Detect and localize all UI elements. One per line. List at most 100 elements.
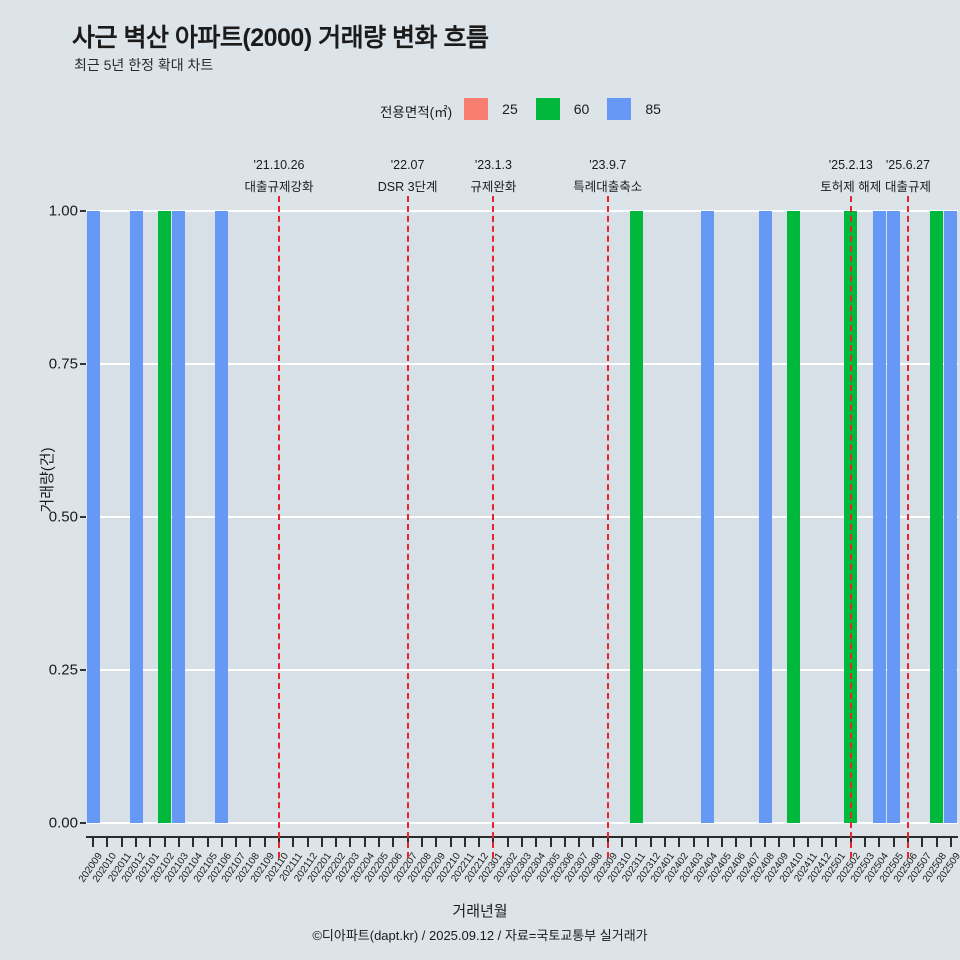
event-description: 특례대출축소 bbox=[573, 180, 643, 194]
event-label: '25.6.27 대출규제 bbox=[885, 158, 931, 195]
legend-items: 25 60 85 bbox=[464, 98, 679, 123]
x-tick-mark bbox=[192, 838, 195, 847]
x-tick-mark bbox=[692, 838, 695, 847]
x-tick-mark bbox=[106, 838, 109, 847]
gridline bbox=[86, 669, 958, 671]
x-tick-mark bbox=[235, 838, 238, 847]
event-line bbox=[849, 196, 852, 858]
event-label: '23.9.7 특례대출축소 bbox=[573, 158, 642, 195]
bar[interactable] bbox=[872, 211, 886, 823]
x-tick-mark bbox=[92, 838, 95, 847]
x-tick-mark bbox=[678, 838, 681, 847]
x-tick-mark bbox=[120, 838, 123, 847]
x-tick-mark bbox=[578, 838, 581, 847]
y-axis-title: 거래량(건) bbox=[39, 447, 57, 513]
bar[interactable] bbox=[629, 211, 643, 823]
bar[interactable] bbox=[930, 211, 944, 823]
legend-label: 60 bbox=[573, 101, 590, 117]
x-tick-mark bbox=[806, 838, 809, 847]
y-tick-label: 0.25 bbox=[48, 661, 78, 679]
event-line bbox=[606, 196, 609, 858]
event-description: 대출규제강화 bbox=[244, 180, 314, 194]
x-tick-mark bbox=[878, 838, 881, 847]
event-line bbox=[406, 196, 409, 858]
footer-credit: ©디아파트(dapt.kr) / 2025.09.12 / 자료=국토교통부 실… bbox=[312, 928, 648, 943]
x-axis-line bbox=[86, 836, 958, 838]
bar[interactable] bbox=[944, 211, 958, 823]
x-tick-mark bbox=[292, 838, 295, 847]
legend-item[interactable]: 60 bbox=[535, 98, 608, 120]
bar[interactable] bbox=[701, 211, 715, 823]
event-line bbox=[277, 196, 280, 858]
x-axis-title: 거래년월 bbox=[452, 903, 508, 920]
y-tick-mark bbox=[80, 669, 86, 671]
x-tick-mark bbox=[749, 838, 752, 847]
legend-swatch bbox=[535, 98, 560, 120]
x-tick-mark bbox=[220, 838, 223, 847]
x-tick-mark bbox=[320, 838, 323, 847]
y-tick-mark bbox=[80, 516, 86, 518]
x-tick-mark bbox=[706, 838, 709, 847]
gridline bbox=[86, 516, 958, 518]
x-tick-mark bbox=[177, 838, 180, 847]
event-label: '23.1.3 규제완화 bbox=[470, 158, 516, 195]
x-tick-mark bbox=[263, 838, 266, 847]
y-tick-mark bbox=[80, 363, 86, 365]
bar[interactable] bbox=[887, 211, 901, 823]
x-tick-mark bbox=[306, 838, 309, 847]
x-tick-mark bbox=[735, 838, 738, 847]
bar[interactable] bbox=[129, 211, 143, 823]
x-tick-mark bbox=[521, 838, 523, 847]
event-description: 대출규제 bbox=[884, 180, 931, 194]
bar[interactable] bbox=[158, 211, 172, 823]
bar[interactable] bbox=[172, 211, 186, 823]
legend-item[interactable]: 85 bbox=[607, 98, 679, 120]
x-tick-mark bbox=[778, 838, 781, 847]
x-tick-mark bbox=[478, 838, 481, 847]
x-tick-mark bbox=[821, 838, 824, 847]
x-tick-mark bbox=[649, 838, 652, 847]
bar[interactable] bbox=[758, 211, 772, 823]
legend-swatch bbox=[464, 98, 489, 120]
y-tick-mark bbox=[80, 210, 86, 212]
event-line bbox=[906, 196, 909, 858]
bar[interactable] bbox=[86, 211, 100, 823]
x-tick-mark bbox=[378, 838, 381, 847]
x-tick-mark bbox=[435, 838, 438, 847]
x-tick-mark bbox=[892, 838, 895, 847]
bar[interactable] bbox=[215, 211, 229, 823]
y-tick-label: 1.00 bbox=[48, 202, 78, 220]
legend-swatch bbox=[607, 98, 632, 120]
legend-label: 25 bbox=[502, 101, 518, 117]
y-tick-mark bbox=[80, 822, 86, 824]
x-tick-mark bbox=[563, 838, 566, 847]
chart-title: 사근 벽산 아파트(2000) 거래량 변화 흐름 bbox=[72, 24, 489, 52]
gridline bbox=[86, 363, 958, 365]
x-tick-mark bbox=[792, 838, 795, 847]
chart-subtitle: 최근 5년 한정 확대 차트 bbox=[74, 57, 214, 73]
y-tick-label: 0.00 bbox=[48, 814, 78, 832]
y-tick-label: 0.50 bbox=[48, 508, 78, 526]
x-tick-mark bbox=[592, 838, 595, 847]
event-date: '22.07 bbox=[390, 158, 425, 172]
event-description: 규제완화 bbox=[470, 180, 517, 194]
x-tick-mark bbox=[163, 838, 166, 847]
x-tick-mark bbox=[935, 838, 938, 847]
x-tick-mark bbox=[420, 838, 423, 847]
legend: 전용면적(㎡) 25 60 85 bbox=[380, 98, 679, 123]
bar[interactable] bbox=[787, 211, 801, 823]
event-description: 토허제 해제 bbox=[820, 180, 882, 194]
x-tick-mark bbox=[335, 838, 338, 847]
x-tick-mark bbox=[506, 838, 509, 847]
x-tick-mark bbox=[621, 838, 624, 847]
event-date: '21.10.26 bbox=[253, 158, 305, 172]
x-tick-mark bbox=[249, 838, 252, 847]
x-tick-mark bbox=[135, 838, 138, 847]
gridline bbox=[86, 822, 958, 824]
event-description: DSR 3단계 bbox=[377, 180, 438, 194]
x-tick-mark bbox=[864, 838, 867, 847]
x-tick-mark bbox=[349, 838, 352, 847]
legend-item[interactable]: 25 bbox=[464, 98, 536, 120]
event-date: '25.2.13 bbox=[828, 158, 873, 172]
